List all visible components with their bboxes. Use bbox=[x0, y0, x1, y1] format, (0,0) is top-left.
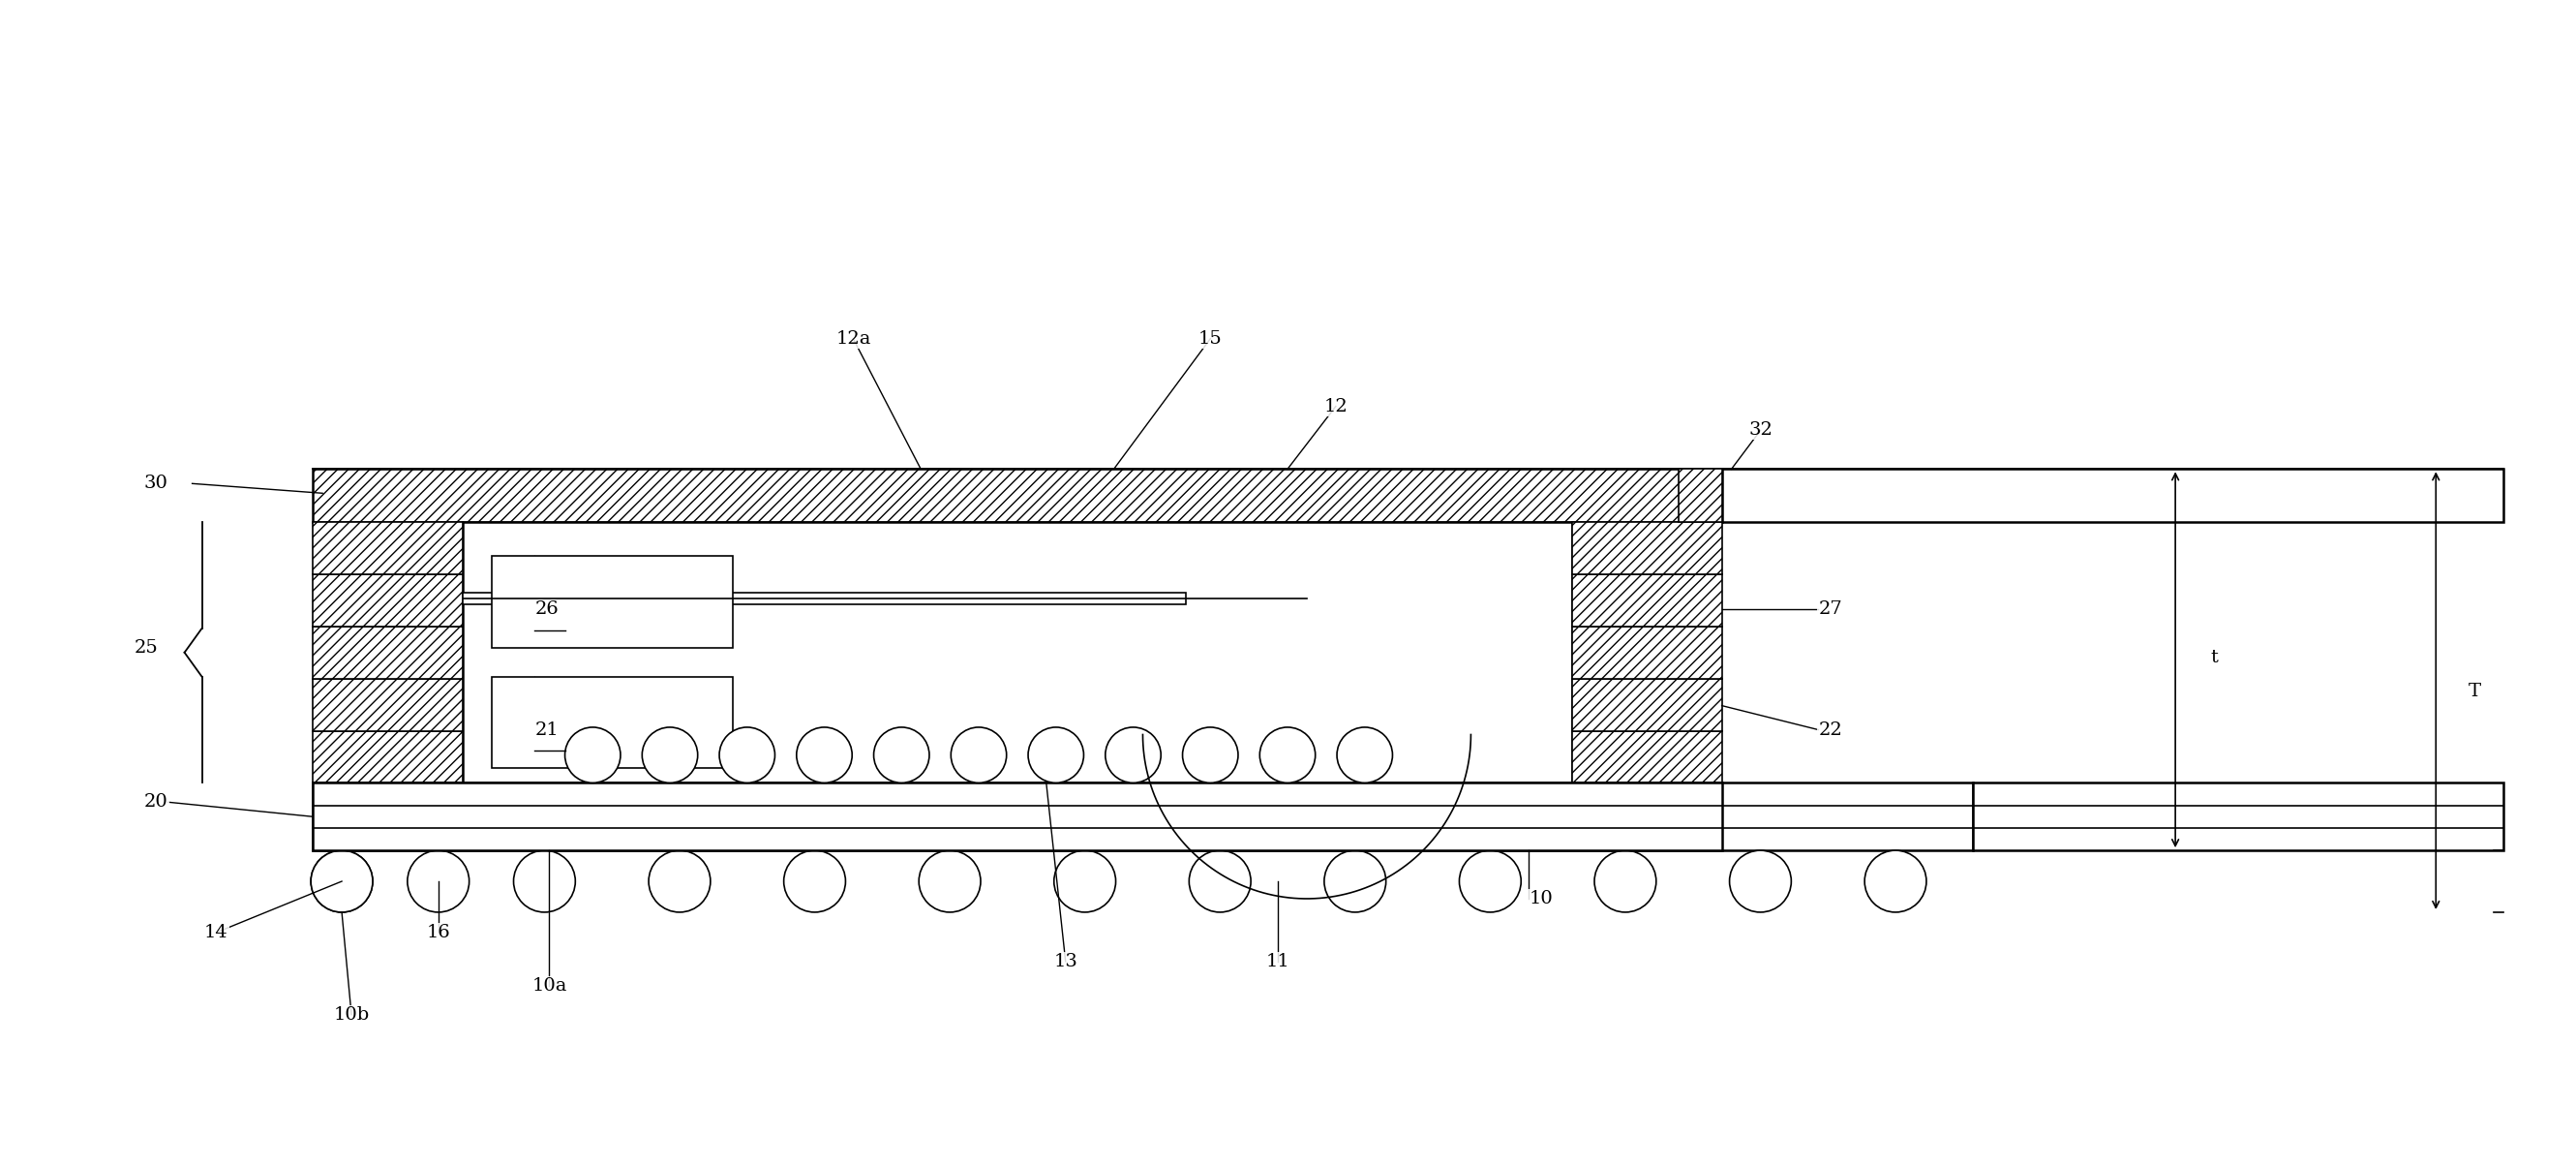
Text: 25: 25 bbox=[134, 639, 160, 656]
Text: 14: 14 bbox=[204, 923, 229, 941]
Bar bbox=[492, 676, 732, 768]
Text: t: t bbox=[2210, 648, 2218, 666]
Text: 12a: 12a bbox=[835, 330, 871, 347]
Circle shape bbox=[1182, 728, 1239, 782]
Bar bbox=[464, 522, 1571, 782]
Bar bbox=[312, 782, 1721, 850]
Bar bbox=[1571, 575, 1721, 626]
Circle shape bbox=[1190, 850, 1252, 912]
Text: 11: 11 bbox=[1265, 953, 1291, 970]
Circle shape bbox=[920, 850, 981, 912]
Text: 16: 16 bbox=[425, 923, 451, 941]
Bar bbox=[492, 556, 732, 647]
Bar bbox=[312, 575, 464, 626]
Bar bbox=[312, 782, 1973, 850]
Bar bbox=[464, 592, 1185, 604]
Circle shape bbox=[1865, 850, 1927, 912]
Text: 15: 15 bbox=[1198, 330, 1221, 347]
Circle shape bbox=[796, 728, 853, 782]
Circle shape bbox=[951, 728, 1007, 782]
Circle shape bbox=[1458, 850, 1520, 912]
Text: 26: 26 bbox=[536, 600, 559, 618]
Circle shape bbox=[312, 850, 374, 912]
Bar bbox=[1721, 469, 2504, 522]
Bar bbox=[1571, 731, 1721, 782]
Text: 13: 13 bbox=[1054, 953, 1077, 970]
Circle shape bbox=[1728, 850, 1790, 912]
Text: 27: 27 bbox=[1819, 600, 1842, 618]
Bar bbox=[312, 679, 464, 731]
Circle shape bbox=[564, 728, 621, 782]
Bar bbox=[1973, 782, 2504, 850]
Text: T: T bbox=[2468, 682, 2481, 700]
Bar bbox=[312, 626, 464, 679]
Circle shape bbox=[1028, 728, 1084, 782]
Text: 30: 30 bbox=[144, 475, 167, 492]
Text: 22: 22 bbox=[1819, 721, 1842, 738]
Circle shape bbox=[513, 850, 574, 912]
Circle shape bbox=[719, 728, 775, 782]
Text: 32: 32 bbox=[1749, 422, 1772, 440]
Bar bbox=[1571, 522, 1721, 575]
Circle shape bbox=[1054, 850, 1115, 912]
Circle shape bbox=[1337, 728, 1394, 782]
Circle shape bbox=[649, 850, 711, 912]
Bar bbox=[1571, 679, 1721, 731]
Text: 12: 12 bbox=[1324, 398, 1347, 415]
Text: 10: 10 bbox=[1528, 890, 1553, 907]
Text: 20: 20 bbox=[144, 793, 167, 810]
Bar bbox=[1571, 626, 1721, 679]
Text: 21: 21 bbox=[536, 721, 559, 738]
Bar bbox=[312, 731, 464, 782]
Bar bbox=[312, 522, 464, 575]
Circle shape bbox=[407, 850, 469, 912]
Circle shape bbox=[1324, 850, 1386, 912]
Text: 10a: 10a bbox=[531, 977, 567, 995]
Circle shape bbox=[641, 728, 698, 782]
Circle shape bbox=[873, 728, 930, 782]
Circle shape bbox=[1260, 728, 1316, 782]
Circle shape bbox=[783, 850, 845, 912]
Text: 10b: 10b bbox=[332, 1006, 368, 1024]
Bar bbox=[1680, 469, 1721, 522]
Circle shape bbox=[1105, 728, 1162, 782]
Circle shape bbox=[312, 850, 374, 912]
Bar bbox=[312, 469, 1721, 522]
Circle shape bbox=[1595, 850, 1656, 912]
